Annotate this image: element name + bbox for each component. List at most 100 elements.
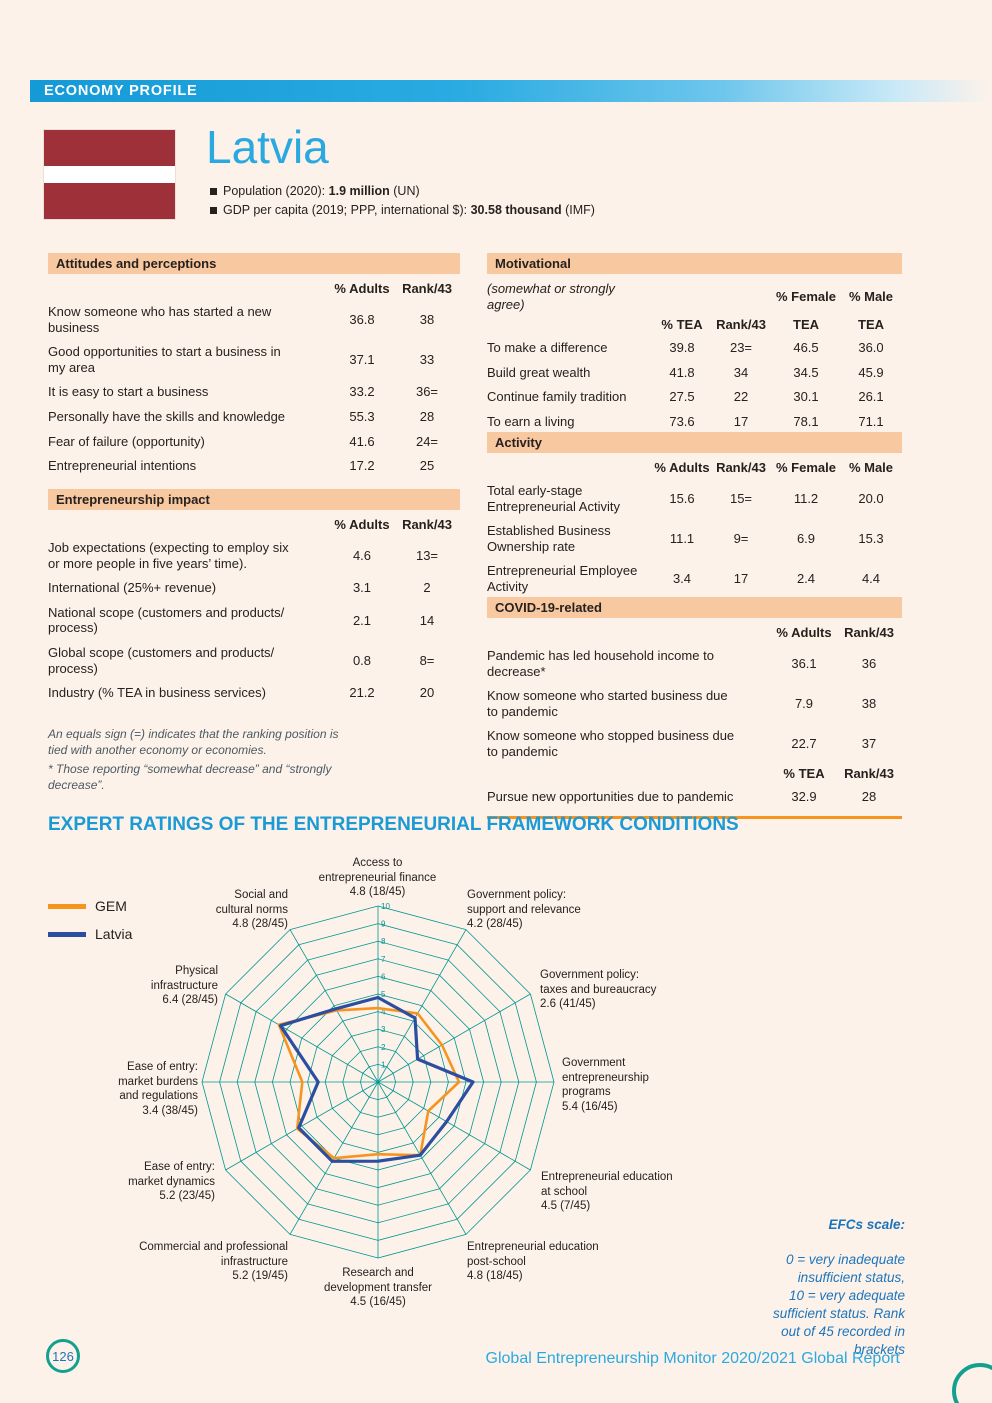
- column-header: TEA: [858, 317, 884, 333]
- column-header: % Male: [848, 460, 894, 475]
- axis-label-rd-transfer: Research and development transfer 4.5 (1…: [323, 1267, 433, 1309]
- covid-header-row-2: % TEA Rank/43: [487, 764, 902, 785]
- attitudes-table: Attitudes and perceptions % Adults Rank/…: [48, 253, 460, 478]
- motivational-title: Motivational: [487, 253, 902, 274]
- row-label: To earn a living: [487, 414, 575, 430]
- table-row: National scope (customers and products/ …: [48, 600, 460, 640]
- row-value: 36.8: [349, 311, 375, 327]
- table-row: Personally have the skills and knowledge…: [48, 405, 460, 430]
- axis-label-policy-support: Government policy: support and relevance…: [467, 889, 581, 931]
- row-value: 2.1: [352, 612, 372, 628]
- activity-header-row: % Adults Rank/43 % Female % Male: [487, 458, 902, 479]
- row-value: 73.6: [669, 414, 695, 430]
- row-value: 22.7: [791, 736, 817, 752]
- row-value: 9=: [733, 531, 749, 547]
- column-header: % Adults: [776, 625, 832, 640]
- legend-label: GEM: [95, 898, 127, 914]
- svg-text:9: 9: [381, 920, 386, 929]
- population-source: (UN): [389, 184, 420, 198]
- row-value: 25: [419, 458, 435, 474]
- row-label: Pandemic has led household income to dec…: [487, 648, 714, 679]
- table-row: To make a difference 39.8 23= 46.5 36.0: [487, 336, 902, 361]
- row-label: Pursue new opportunities due to pandemic: [487, 789, 734, 805]
- column-header: % Adults: [334, 517, 390, 532]
- row-label: Know someone who stopped business due to…: [487, 728, 735, 760]
- axis-label-policy-taxes: Government policy: taxes and bureaucracy…: [540, 969, 657, 1011]
- axis-label-commercial-infra: Commercial and professional infrastructu…: [139, 1241, 288, 1283]
- row-value: 27.5: [669, 389, 695, 405]
- table-row: Know someone who has started a new busin…: [48, 300, 460, 340]
- table-row: Global scope (customers and products/ pr…: [48, 641, 460, 681]
- axis-label-finance: Access to entrepreneurial finance 4.8 (1…: [318, 857, 437, 899]
- chart-legend: GEM Latvia: [48, 898, 132, 954]
- impact-header-row: % Adults Rank/43: [48, 515, 460, 536]
- row-value: 71.1: [858, 414, 884, 430]
- row-value: 41.8: [669, 364, 695, 380]
- axis-label-market-dynamics: Ease of entry: market dynamics 5.2 (23/4…: [128, 1161, 215, 1203]
- row-value: 26.1: [858, 389, 884, 405]
- row-value: 36: [861, 655, 877, 671]
- axis-label-gov-programs: Government entrepreneurship programs 5.4…: [562, 1057, 649, 1114]
- activity-title: Activity: [487, 432, 902, 453]
- row-value: 39.8: [669, 340, 695, 356]
- row-label: Good opportunities to start a business i…: [48, 344, 281, 375]
- row-value: 34.5: [793, 364, 819, 380]
- table-row: Entrepreneurial intentions 17.2 25: [48, 454, 460, 479]
- row-label: Know someone who has started a new busin…: [48, 304, 272, 335]
- row-label: Build great wealth: [487, 364, 591, 380]
- row-value: 17.2: [349, 458, 375, 474]
- radar-chart: 1 2 3 4 5 6 7 8 9 10: [201, 902, 555, 1259]
- row-value: 34: [733, 364, 749, 380]
- table-row: Job expectations (expecting to employ si…: [48, 536, 460, 576]
- svg-text:10: 10: [381, 902, 390, 911]
- row-label: International (25%+ revenue): [48, 580, 217, 596]
- column-header: TEA: [793, 317, 819, 333]
- row-value: 36.0: [858, 340, 884, 356]
- row-label: Fear of failure (opportunity): [48, 433, 205, 449]
- corner-decoration: [952, 1363, 992, 1403]
- attitudes-title: Attitudes and perceptions: [48, 253, 460, 274]
- row-value: 37.1: [349, 352, 375, 368]
- table-row: Build great wealth 41.8 34 34.5 45.9: [487, 360, 902, 385]
- svg-text:2: 2: [381, 1043, 386, 1052]
- flag-stripe-middle: [44, 165, 175, 184]
- bullet-square-icon: [210, 188, 217, 195]
- column-header: Rank/43: [844, 766, 894, 782]
- row-value: 38: [419, 311, 435, 327]
- table-row: Entrepreneurial Employee Activity 3.4 17 2.…: [487, 559, 902, 599]
- expert-ratings-heading: EXPERT RATINGS OF THE ENTREPRENEURIAL FR…: [48, 814, 739, 835]
- row-label: Continue family tradition: [487, 389, 627, 405]
- svg-text:5: 5: [381, 990, 386, 999]
- efcs-note-body: 0 = very inadequate insufficient status,…: [772, 1252, 905, 1357]
- flag-stripe-bottom: [44, 183, 175, 219]
- row-value: 28: [419, 409, 435, 425]
- row-value: 32.9: [791, 789, 817, 805]
- svg-text:3: 3: [381, 1025, 386, 1034]
- row-value: 22: [733, 389, 749, 405]
- row-label: Personally have the skills and knowledge: [48, 409, 286, 425]
- row-value: 2: [423, 580, 431, 596]
- efcs-scale-note: EFCs scale: 0 = very inadequate insuffic…: [700, 1198, 905, 1376]
- row-label: Industry (% TEA in business services): [48, 685, 266, 701]
- activity-table: Activity % Adults Rank/43 % Female % Mal…: [487, 432, 902, 599]
- country-title: Latvia: [206, 121, 329, 173]
- table-row: Know someone who started business due to…: [487, 684, 902, 724]
- row-value: 11.2: [793, 490, 819, 506]
- axis-label-education-post: Entrepreneurial education post-school 4.…: [467, 1241, 599, 1283]
- row-value: 33: [419, 352, 435, 368]
- orange-divider: [487, 816, 902, 820]
- covid-header-row: % Adults Rank/43: [487, 623, 902, 644]
- efcs-note-title: EFCs scale:: [828, 1216, 905, 1232]
- page-number-badge: 126: [46, 1339, 80, 1373]
- report-title: Global Entrepreneurship Monitor 2020/202…: [485, 1350, 900, 1367]
- row-value: 8=: [419, 652, 435, 668]
- country-meta: Population (2020): 1.9 million (UN) GDP …: [210, 182, 595, 221]
- row-label: To make a difference: [487, 340, 608, 356]
- legend-item-latvia: Latvia: [48, 926, 132, 942]
- row-value: 33.2: [349, 384, 375, 400]
- row-value: 36.1: [791, 655, 817, 671]
- population-value: 1.9 million: [328, 184, 390, 198]
- column-header: % Female: [776, 460, 836, 475]
- row-value: 24=: [415, 433, 439, 449]
